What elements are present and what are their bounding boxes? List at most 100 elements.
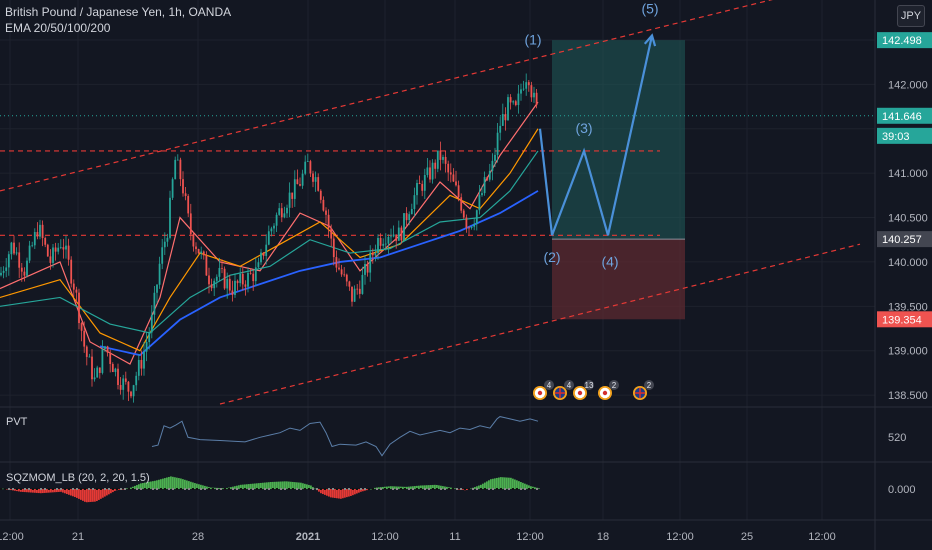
candle-body [187, 196, 190, 214]
momentum-bar [424, 485, 426, 489]
target-zone [552, 40, 685, 240]
momentum-bar [52, 489, 54, 493]
candle-body [504, 114, 507, 121]
position-tool[interactable] [552, 40, 685, 320]
squeeze-dot [296, 488, 298, 490]
candle-body [470, 226, 473, 228]
momentum-bar [304, 483, 306, 489]
ema-line [0, 128, 539, 352]
elliott-wave-path[interactable]: (1) (2) (3) (4) (5) [524, 0, 658, 269]
candle-body [236, 280, 239, 284]
momentum-bar [492, 478, 494, 489]
momentum-bar [148, 481, 150, 489]
candle-body [114, 368, 117, 373]
candle-body [158, 263, 161, 285]
trend-channel[interactable] [0, 0, 875, 405]
squeeze-dot [404, 488, 406, 490]
candle-body [93, 377, 96, 380]
candle-body [83, 330, 86, 347]
squeeze-dot [108, 488, 110, 490]
momentum-bar [500, 477, 502, 489]
candle-body [57, 247, 60, 252]
candle-body [226, 278, 229, 289]
squeeze-dot [68, 488, 70, 490]
squeeze-dot [48, 488, 50, 490]
time-tick-label: 12:00 [0, 531, 24, 543]
momentum-bar [254, 483, 256, 489]
momentum-bar [100, 489, 102, 499]
momentum-bar [30, 489, 32, 493]
currency-badge[interactable]: JPY [897, 5, 925, 27]
momentum-bar [182, 479, 184, 489]
symbol-title[interactable]: British Pound / Japanese Yen, 1h, OANDA [5, 5, 232, 19]
candle-body [486, 177, 489, 180]
squeeze-dot [44, 488, 46, 490]
squeeze-dot [52, 488, 54, 490]
time-axis[interactable]: 12:00 21 28 2021 12:00 11 12:00 18 12:00 25 12:00 [0, 531, 836, 543]
momentum-bar [192, 482, 194, 489]
candle-body [52, 247, 54, 263]
candle-body [15, 252, 18, 254]
squeeze-dot [12, 488, 14, 490]
momentum-bar [478, 485, 480, 489]
momentum-bar [174, 477, 176, 489]
momentum-bar [184, 479, 186, 489]
momentum-bar [366, 489, 368, 491]
momentum-bar [286, 481, 288, 489]
candle-body [140, 359, 143, 369]
squeeze-dot [192, 488, 194, 490]
squeeze-dot [528, 488, 530, 490]
momentum-bar [138, 484, 140, 489]
ema-line [0, 150, 539, 334]
candle-body [338, 267, 340, 270]
momentum-bar [320, 489, 322, 494]
momentum-bar [534, 487, 536, 489]
squeeze-dot [216, 488, 218, 490]
squeeze-dot [440, 488, 442, 490]
price-axis[interactable]: 138.500 139.000 139.500 140.000 140.500 141.0… [877, 32, 932, 496]
candle-body [520, 89, 522, 94]
candle-body [501, 114, 504, 126]
price-tag-label: 39:03 [882, 131, 910, 143]
candle-body [260, 252, 262, 263]
candle-body [111, 363, 114, 373]
momentum-bar [78, 489, 80, 499]
economic-events[interactable]: 4 4 13 2 2 [533, 380, 654, 400]
momentum-bar [296, 482, 298, 489]
candle-body [535, 92, 538, 106]
pvt-pane [151, 416, 539, 457]
squeeze-dot [372, 488, 374, 490]
squeeze-dot [352, 488, 354, 490]
candle-body [358, 288, 361, 294]
candle-body [288, 192, 291, 208]
squeeze-dot [376, 488, 378, 490]
candle-body [431, 162, 434, 180]
squeeze-dot [388, 488, 390, 490]
indicator-legend[interactable]: EMA 20/50/100/200 [5, 21, 111, 35]
candle-body [280, 208, 283, 218]
momentum-bar [276, 481, 278, 489]
candle-body [205, 255, 208, 276]
candle-body [293, 179, 296, 199]
momentum-bar [400, 486, 402, 489]
candle-body [49, 256, 52, 263]
candle-body [184, 193, 187, 197]
momentum-bar [250, 483, 252, 489]
candle-body [127, 381, 130, 392]
candle-body [278, 208, 281, 215]
candle-body [192, 234, 195, 247]
momentum-bar [226, 488, 228, 489]
candle-body [41, 224, 44, 239]
candle-body [374, 253, 377, 256]
candle-body [452, 174, 455, 182]
candle-body [522, 88, 525, 90]
squeeze-dot [236, 488, 238, 490]
momentum-bar [6, 489, 8, 490]
momentum-bar [246, 484, 248, 489]
candle-body [31, 245, 34, 247]
squeeze-dot [24, 488, 26, 490]
squeeze-dot [452, 488, 454, 490]
momentum-bar [294, 482, 296, 489]
momentum-bar [522, 482, 524, 489]
